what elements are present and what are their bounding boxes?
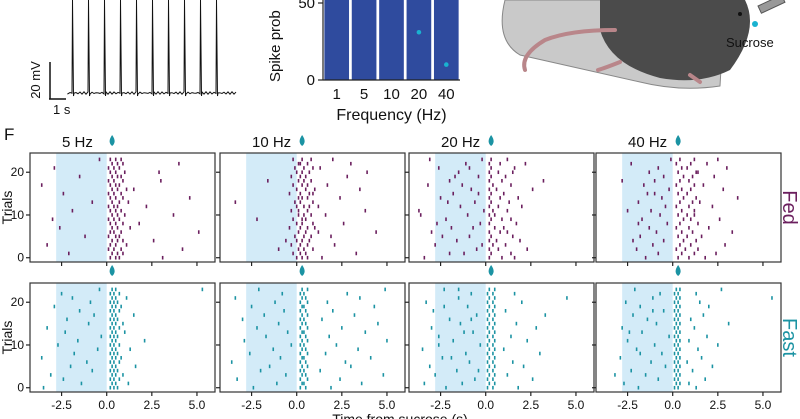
x-tick-label: 0.0 (664, 398, 681, 412)
voltage-trace (49, 0, 237, 100)
sucrose-drop (109, 265, 115, 276)
panel-frame (219, 152, 406, 263)
panel-frame (595, 152, 782, 263)
x-tick-label: 2.5 (522, 398, 539, 412)
x-tick-label: -2.5 (430, 398, 451, 412)
y-tick-label: 50 (298, 0, 315, 12)
x-axis-label: Time from sucrose (s) (332, 411, 468, 419)
y-tick-label: 10 (11, 208, 25, 222)
y-tick-label: 0 (307, 72, 315, 89)
x-tick-label: 1 (333, 86, 341, 103)
y-axis-label: Spike prob (267, 10, 284, 82)
frequency-label: 10 Hz (252, 134, 291, 151)
panel-frame (29, 282, 216, 393)
panel-frame (595, 282, 782, 393)
sucrose-label: Sucrose (726, 35, 774, 50)
stim-window (622, 153, 673, 262)
sucrose-drop (299, 135, 305, 146)
stim-window (246, 283, 297, 392)
x-tick-label: 0.0 (98, 398, 115, 412)
x-tick-label: 2.5 (143, 398, 160, 412)
raster-panel: 0 10 20 (11, 135, 216, 266)
panel-frame (29, 152, 216, 263)
y-tick-label: 0 (17, 381, 24, 395)
y-tick-label: 20 (11, 165, 25, 179)
x-tick-label: 5.0 (568, 398, 585, 412)
mouse-illustration (501, 0, 786, 89)
sucrose-drop (488, 135, 494, 146)
sucrose-drop (675, 265, 681, 276)
panel-label: F (4, 125, 14, 144)
panel-frame (408, 282, 595, 393)
point (444, 62, 449, 67)
bar (379, 0, 404, 80)
frequency-label: 20 Hz (441, 134, 480, 151)
bar (433, 0, 459, 80)
x-tick-label: -2.5 (241, 398, 262, 412)
stim-window (435, 283, 486, 392)
stim-window (56, 283, 107, 392)
condition-label: Fed (778, 190, 800, 224)
raster-panel (405, 135, 595, 266)
x-tick-label: 5.0 (755, 398, 772, 412)
sucrose-drop (675, 135, 681, 146)
x-tick-label: 5.0 (379, 398, 396, 412)
x-tick-label: 0.0 (288, 398, 305, 412)
panel-frame (219, 282, 406, 393)
x-tick-label: 5.0 (189, 398, 206, 412)
x-tick-label: 20 (411, 86, 428, 103)
sucrose-drop (109, 135, 115, 146)
x-tick-label: -2.5 (617, 398, 638, 412)
raster-panel: -2.5 0.0 2.5 5.0 (216, 265, 406, 412)
raster-panel: -2.5 0.0 2.5 5.0 (405, 265, 595, 412)
raster-panel (216, 135, 406, 266)
x-axis-label: Frequency (Hz) (336, 107, 446, 124)
x-tick-label: -2.5 (51, 398, 72, 412)
y-axis-label: Trials (0, 321, 15, 355)
y-axis-label: Trials (0, 191, 15, 225)
bar (406, 0, 432, 80)
bar (324, 0, 350, 80)
x-tick-label: 2.5 (709, 398, 726, 412)
y-tick-label: 20 (11, 295, 25, 309)
x-tick-label: 0.0 (477, 398, 494, 412)
frequency-label: 5 Hz (62, 134, 93, 151)
raster-panel (592, 135, 782, 266)
scale-voltage: 20 mV (28, 61, 43, 99)
point (416, 29, 422, 35)
x-tick-label: 2.5 (333, 398, 350, 412)
raster-panel: -2.5 0.0 2.5 5.0 (592, 265, 782, 412)
sucrose-drop (299, 265, 305, 276)
frequency-label: 40 Hz (628, 134, 667, 151)
condition-label: Fast (778, 318, 800, 357)
x-tick-label: 10 (383, 86, 400, 103)
y-tick-label: 0 (17, 251, 24, 265)
stim-window (622, 283, 673, 392)
panel-frame (408, 152, 595, 263)
stim-window (246, 153, 297, 262)
x-tick-label: 40 (438, 86, 455, 103)
sucrose-drop (488, 265, 494, 276)
x-tick-label: 5 (360, 86, 368, 103)
bar (351, 0, 377, 80)
y-tick-label: 10 (11, 338, 25, 352)
raster-panel: -2.5 0.0 2.5 5.0 0 10 20 (11, 265, 216, 412)
stim-window (56, 153, 107, 262)
scale-time: 1 s (53, 102, 71, 117)
